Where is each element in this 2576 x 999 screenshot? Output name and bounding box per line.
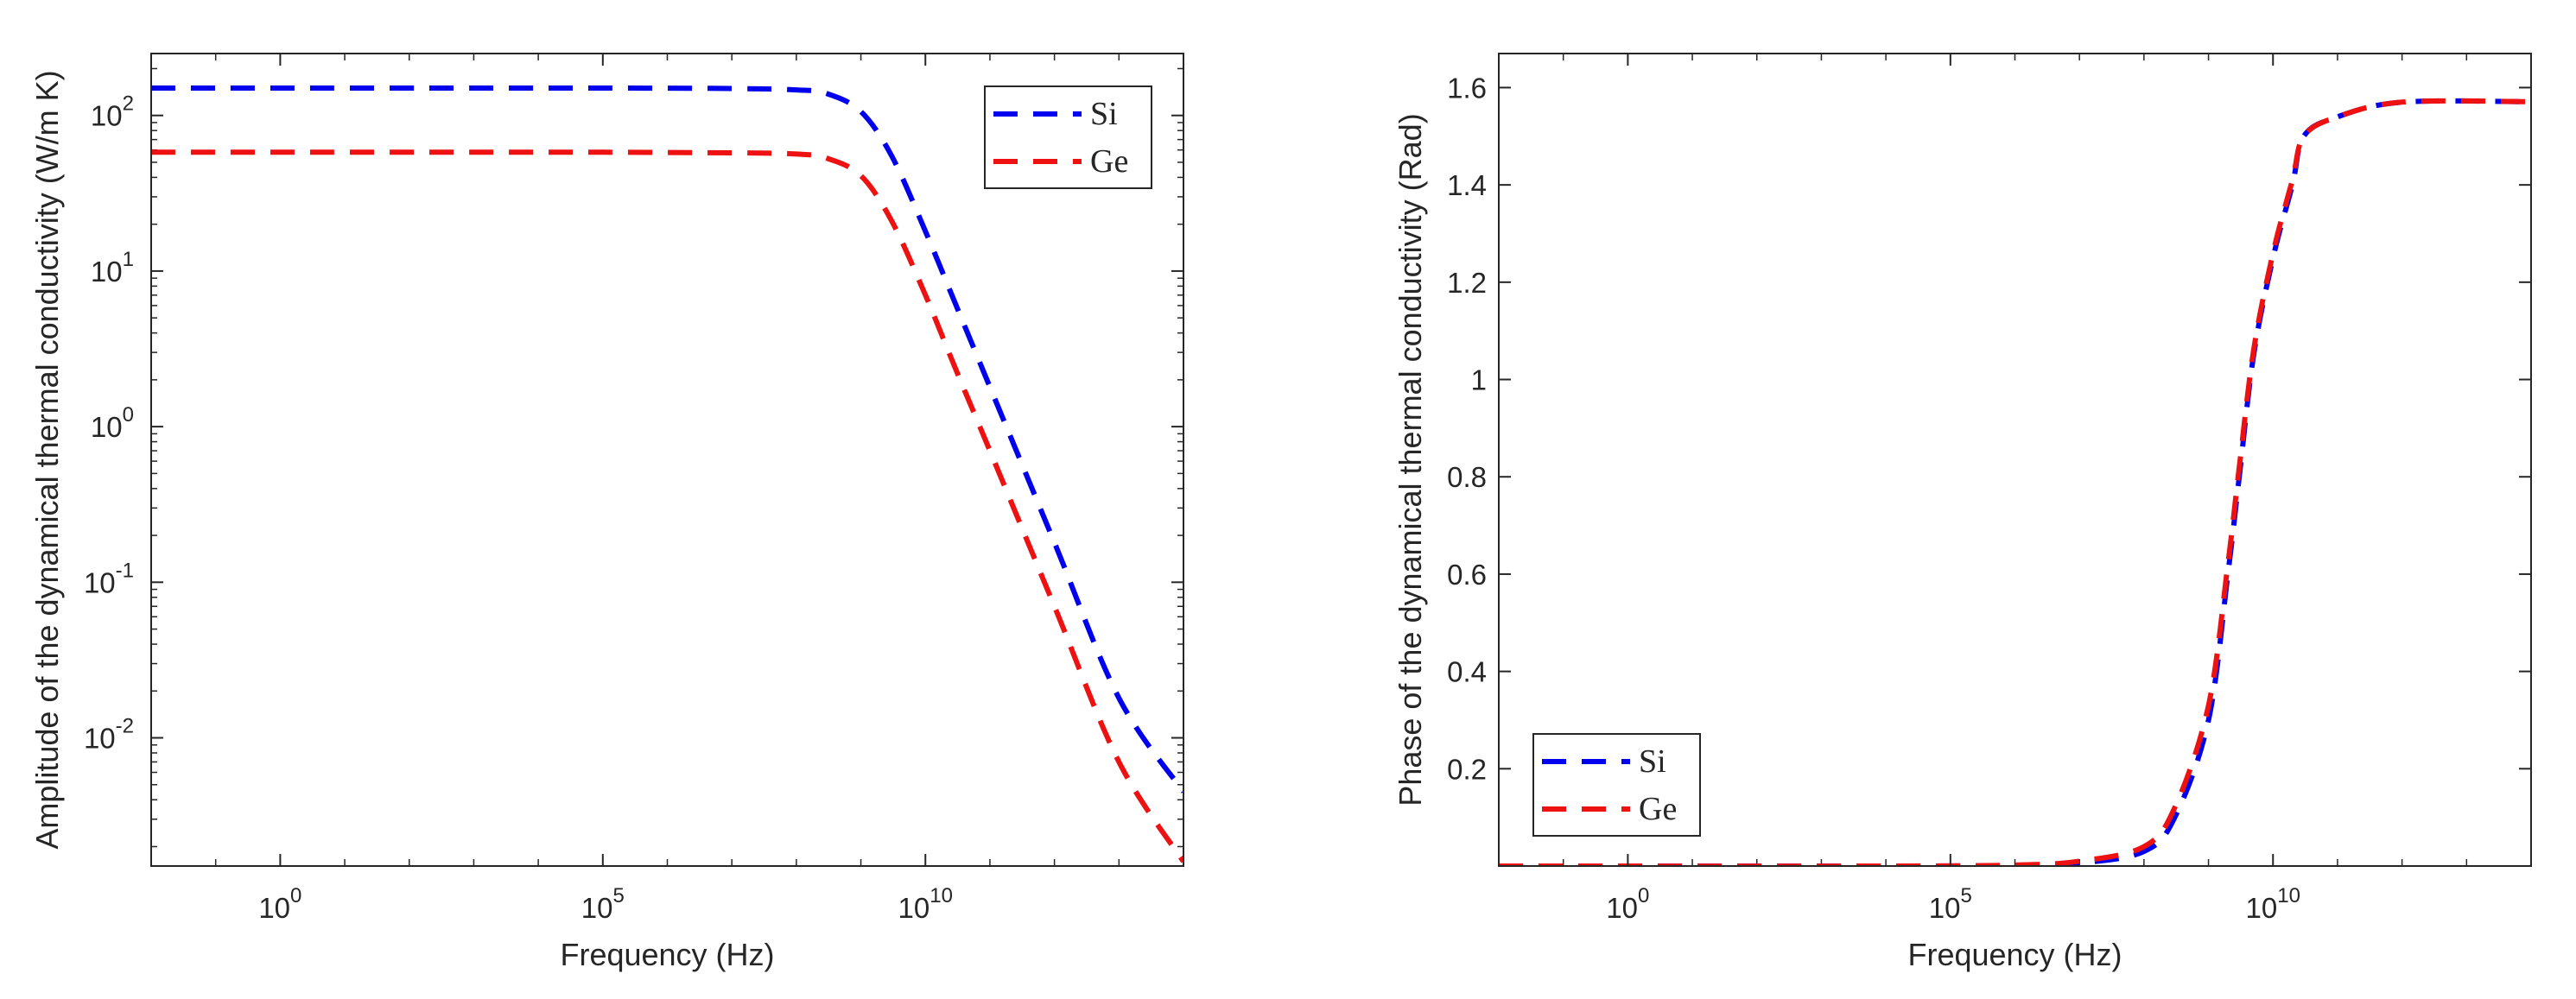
legend: Si Ge [984, 85, 1152, 189]
y-tick-label: 101 [91, 248, 134, 288]
x-tick-label: 105 [581, 884, 625, 924]
plot-frame [150, 53, 1184, 867]
y-tick-label: 1.4 [1447, 169, 1487, 201]
y-tick-label: 10-2 [84, 715, 134, 755]
y-axis-label: Phase of the dynamical thermal conductiv… [1393, 113, 1428, 806]
x-tick-label: 1010 [2246, 884, 2300, 924]
x-tick-label: 105 [1929, 884, 1972, 924]
y-tick-label: 0.8 [1447, 461, 1487, 493]
legend-label-ge: Ge [1090, 143, 1128, 180]
x-axis-label: Frequency (Hz) [560, 937, 774, 972]
amplitude-chart: 100 105 1010 10-2 10-1 100 101 102 Frequency (Hz… [29, 53, 1184, 972]
x-tick-label: 100 [258, 884, 301, 924]
series-line-si [151, 85, 1183, 794]
y-tick-label: 100 [91, 403, 134, 443]
legend-label-si: Si [1639, 743, 1666, 780]
y-tick-label: 0.2 [1447, 753, 1487, 785]
x-tick-label: 1010 [898, 884, 953, 924]
phase-chart: 100 105 1010 0.2 0.4 0.6 0.8 1 1.2 1.4 1.6 Frequenc… [1393, 53, 2532, 972]
y-tick-label: 1.2 [1447, 267, 1487, 299]
y-tick-label: 0.6 [1447, 559, 1487, 591]
series-line-ge [151, 149, 1183, 863]
y-axis-label: Amplitude of the dynamical thermal condu… [29, 70, 65, 849]
legend-box [984, 85, 1152, 189]
y-tick-label: 102 [91, 92, 134, 132]
legend: Si Ge [1532, 733, 1701, 837]
plot-frame [1498, 53, 2532, 867]
legend-label-si: Si [1090, 96, 1118, 132]
x-axis-label: Frequency (Hz) [1907, 937, 2122, 972]
y-tick-label: 0.4 [1447, 656, 1487, 688]
y-minor-ticks [151, 67, 1183, 848]
legend-label-ge: Ge [1639, 791, 1677, 827]
y-tick-label: 10-1 [84, 559, 134, 598]
y-tick-label: 1.6 [1447, 72, 1487, 104]
legend-box [1532, 733, 1701, 837]
y-tick-label: 1 [1471, 364, 1487, 396]
x-tick-label: 100 [1606, 884, 1649, 924]
